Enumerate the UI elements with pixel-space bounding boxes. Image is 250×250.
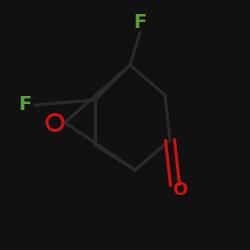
Text: F: F <box>134 13 146 32</box>
Text: F: F <box>18 96 32 114</box>
Text: O: O <box>172 181 188 199</box>
